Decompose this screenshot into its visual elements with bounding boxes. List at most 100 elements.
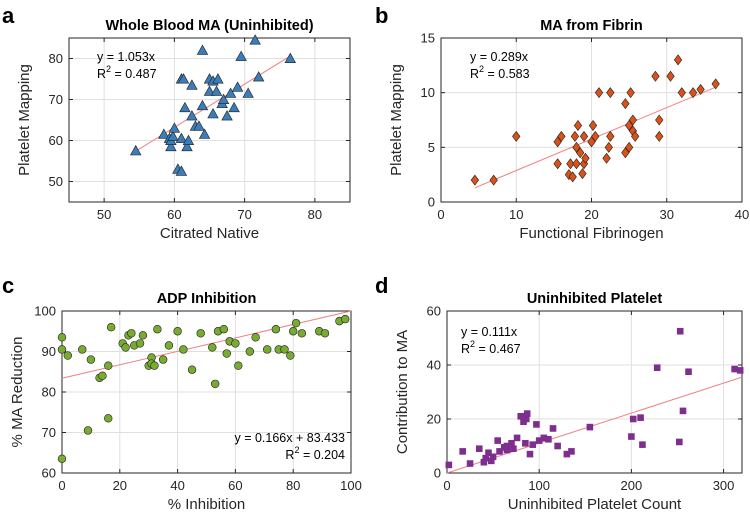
data-point (231, 339, 240, 348)
r-squared-prefix: R (285, 448, 294, 462)
y-tick-label: 80 (49, 51, 63, 66)
data-point (221, 110, 233, 121)
panel-title: MA from Fibrin (540, 18, 643, 34)
panel-letter: c (2, 273, 14, 298)
data-point (164, 341, 174, 350)
data-point (549, 425, 557, 432)
data-point (508, 440, 515, 447)
x-tick-label: 0 (58, 478, 65, 493)
data-point (196, 329, 205, 338)
x-tick-label: 30 (660, 207, 674, 222)
r-squared-superscript: 2 (294, 445, 299, 455)
data-point (289, 327, 298, 336)
data-point (526, 450, 534, 458)
data-points (470, 54, 720, 186)
y-tick-label: 80 (42, 385, 56, 400)
data-point (158, 355, 168, 364)
r-squared-text: R2 = 0.467 (461, 339, 521, 356)
x-tick-label: 10 (509, 207, 523, 222)
data-point (545, 435, 552, 443)
equation-text: y = 0.289x (470, 50, 529, 64)
panel-c: 0 20 40 60 80 100 60 70 80 90 100 ADP Inhibition % I… (2, 273, 362, 513)
panel-b: 0 10 20 30 40 0 5 10 15 MA from Fibrin Functional … (375, 3, 749, 242)
data-point (208, 343, 217, 352)
data-point (485, 449, 492, 457)
data-point (731, 365, 738, 373)
data-point (566, 158, 575, 170)
data-point (57, 345, 67, 354)
data-point (106, 323, 116, 332)
data-point (167, 130, 179, 141)
data-point (685, 368, 692, 376)
data-point (470, 174, 479, 186)
y-axis-label: Contribution to MA (394, 330, 411, 454)
y-tick-label: 60 (427, 304, 441, 319)
data-point (522, 415, 530, 423)
data-point (637, 414, 644, 421)
panel-a: 50 60 70 80 50 60 70 80 Whole Blood MA (Uninhibi… (2, 3, 351, 242)
y-tick-label: 0 (428, 195, 435, 210)
r-squared-superscript: 2 (479, 64, 484, 74)
data-point (175, 132, 188, 143)
y-tick-label: 90 (42, 344, 56, 359)
data-point (736, 367, 744, 374)
y-tick-label: 15 (421, 31, 435, 46)
equation-text: y = 0.166x + 83.433 (234, 431, 345, 445)
data-point (629, 415, 637, 423)
y-tick-label: 50 (49, 174, 63, 189)
data-point (606, 130, 615, 142)
equation-text: y = 0.111x (461, 325, 518, 339)
data-point (487, 457, 495, 465)
data-point (182, 134, 195, 145)
data-point (179, 101, 191, 113)
grid (69, 38, 350, 202)
data-point (554, 442, 561, 450)
data-point (579, 130, 589, 142)
x-tick-label: 0 (437, 207, 444, 222)
data-point (165, 140, 177, 152)
data-point (655, 130, 664, 142)
data-point (673, 54, 683, 66)
data-point (228, 101, 240, 113)
data-point (186, 79, 198, 90)
data-point (138, 331, 148, 340)
data-point (489, 453, 497, 461)
data-point (234, 361, 243, 370)
data-point (625, 141, 634, 153)
data-point (286, 351, 295, 360)
r-squared-prefix: R (97, 67, 106, 81)
x-tick-label: 40 (735, 207, 749, 222)
x-tick-label: 80 (286, 478, 300, 493)
r-squared-value: = 0.487 (111, 67, 157, 81)
data-point (187, 365, 197, 374)
data-point (252, 71, 265, 82)
y-axis-label: Platelet Mapping (388, 64, 405, 176)
data-point (494, 437, 502, 444)
r-squared-prefix: R (461, 342, 470, 356)
data-point (130, 144, 142, 156)
data-point (568, 448, 575, 455)
data-point (320, 329, 330, 338)
data-point (193, 120, 205, 131)
data-point (540, 434, 548, 442)
x-axis-label: Uninhibited Platelet Count (508, 496, 682, 513)
data-point (98, 371, 107, 380)
axes-box (68, 37, 351, 203)
y-tick-label: 60 (49, 133, 63, 148)
data-point (573, 119, 583, 131)
data-point (251, 333, 260, 342)
data-point (242, 87, 254, 98)
panel-letter: d (375, 273, 388, 298)
data-point (291, 318, 301, 328)
data-point (78, 345, 87, 354)
panel-title: Whole Blood MA (Uninhibited) (105, 18, 313, 34)
r-squared-superscript: 2 (106, 64, 111, 74)
data-point (655, 114, 664, 126)
data-points (445, 327, 744, 469)
x-tick-label: 60 (167, 207, 181, 222)
data-point (696, 83, 705, 95)
data-point (341, 314, 350, 324)
data-point (535, 437, 543, 444)
data-point (173, 327, 182, 336)
